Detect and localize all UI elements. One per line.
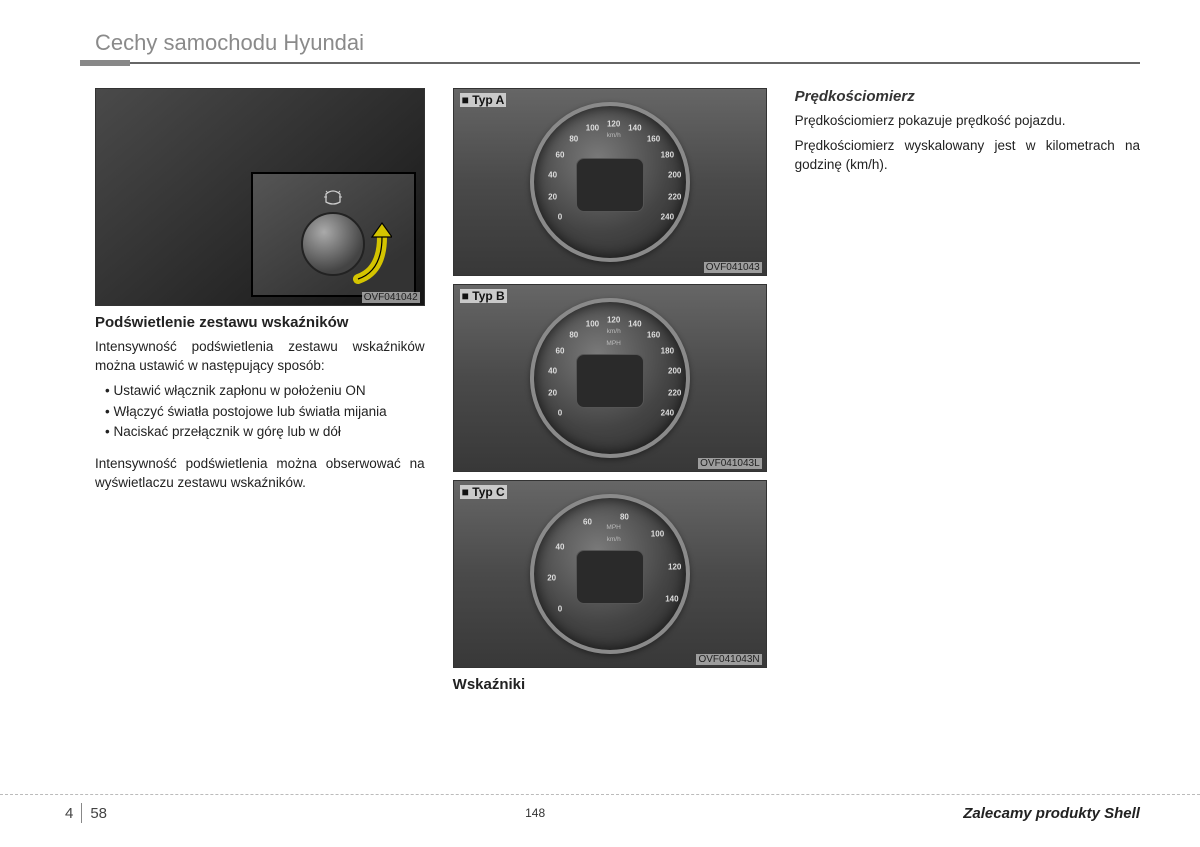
adjust-arrow-icon <box>348 219 392 289</box>
list-item: Włączyć światła postojowe lub światła mi… <box>105 402 425 422</box>
section-header: Cechy samochodu Hyundai <box>95 30 1140 64</box>
illumination-intro: Intensywność podświetlenia zestawu wskaź… <box>95 337 425 375</box>
gauge-lcd <box>576 158 644 212</box>
gauge-type-label: ■ Typ C <box>460 485 507 499</box>
speedometer-p1: Prędkościomierz pokazuje prędkość pojazd… <box>795 111 1140 130</box>
image-reference: OVF041043 <box>704 262 762 273</box>
illumination-knob-inset <box>251 172 416 297</box>
absolute-page: 148 <box>525 806 545 820</box>
page-footer: 4 58 148 Zalecamy produkty Shell <box>0 794 1200 823</box>
list-item: Naciskać przełącznik w górę lub w dół <box>105 422 425 442</box>
list-item: Ustawić włącznik zapłonu w położeniu ON <box>105 381 425 401</box>
speedometer-figure: ■ Typ A 02040608010012014016018020022024… <box>453 88 767 276</box>
speedometer-figure: ■ Typ B 02040608010012014016018020022024… <box>453 284 767 472</box>
speedometer-figure: ■ Typ C 020406080100120140MPHkm/h OVF041… <box>453 480 767 668</box>
footer-tagline: Zalecamy produkty Shell <box>963 805 1140 822</box>
gauge-dial: 020406080100120140MPHkm/h <box>530 494 690 654</box>
chapter-number: 4 <box>65 805 73 822</box>
column-right: Prędkościomierz Prędkościomierz pokazuje… <box>795 88 1140 699</box>
gauge-dial: 020406080100120140160180200220240km/hMPH <box>530 298 690 458</box>
illumination-outro: Intensywność podświetlenia można obserwo… <box>95 454 425 492</box>
gauge-type-label: ■ Typ B <box>460 289 507 303</box>
gauge-lcd <box>576 354 644 408</box>
column-center: ■ Typ A 02040608010012014016018020022024… <box>453 88 767 699</box>
speedometer-heading: Prędkościomierz <box>795 88 1140 105</box>
page-in-chapter: 58 <box>90 805 107 822</box>
gauge-type-label: ■ Typ A <box>460 93 507 107</box>
dashboard-light-icon <box>322 188 344 209</box>
footer-left: 4 58 <box>65 803 107 823</box>
gauges-heading: Wskaźniki <box>453 676 767 693</box>
image-reference: OVF041043L <box>698 458 762 469</box>
image-reference: OVF041043N <box>696 654 761 665</box>
column-left: OVF041042 Podświetlenie zestawu wskaźnik… <box>95 88 425 699</box>
illumination-steps: Ustawić włącznik zapłonu w położeniu ON … <box>95 381 425 442</box>
image-reference: OVF041042 <box>362 292 420 303</box>
section-title: Cechy samochodu Hyundai <box>95 30 364 55</box>
speedometer-p2: Prędkościomierz wyskalowany jest w kilom… <box>795 136 1140 174</box>
illumination-control-image: OVF041042 <box>95 88 425 306</box>
gauge-dial: 020406080100120140160180200220240km/h <box>530 102 690 262</box>
gauge-lcd <box>576 550 644 604</box>
footer-divider <box>81 803 82 823</box>
illumination-heading: Podświetlenie zestawu wskaźników <box>95 314 425 331</box>
